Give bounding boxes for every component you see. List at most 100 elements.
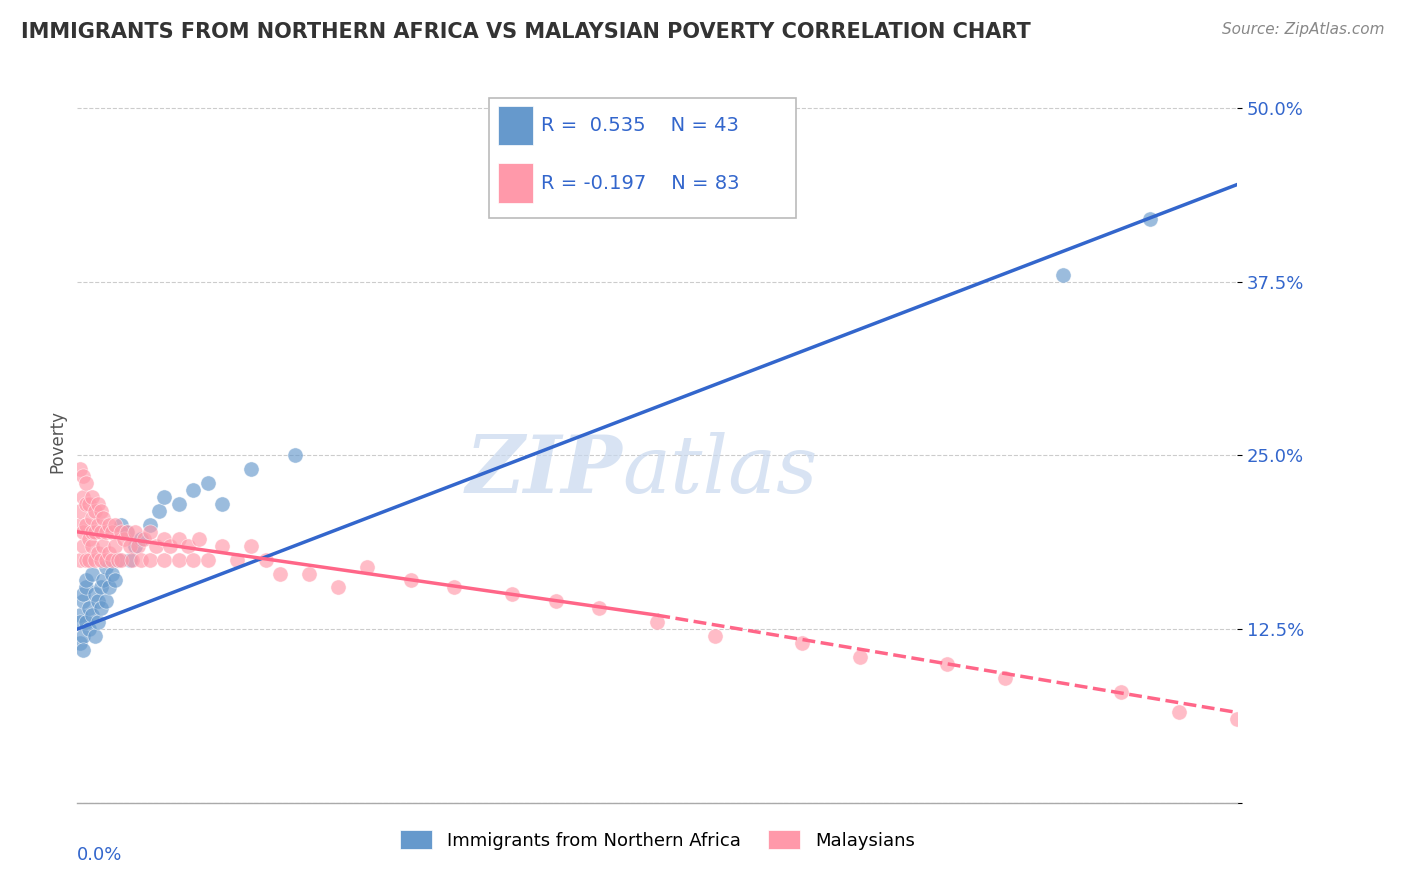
Point [77, 497, 100, 511]
Point [139, 552, 162, 566]
Point [104, 517, 127, 532]
Point [86, 594, 108, 608]
Point [80, 608, 103, 623]
Text: 0.0%: 0.0% [77, 847, 122, 864]
Text: atlas: atlas [623, 432, 818, 509]
Point [211, 497, 233, 511]
Point [80, 524, 103, 539]
Point [298, 566, 321, 581]
Point [501, 587, 523, 601]
Point [90, 524, 111, 539]
Point [121, 552, 143, 566]
Point [104, 574, 127, 588]
Point [792, 636, 814, 650]
Point [647, 615, 669, 630]
Y-axis label: Poverty: Poverty [48, 410, 66, 473]
Point [129, 552, 152, 566]
Point [115, 524, 138, 539]
Point [80, 566, 103, 581]
Point [80, 490, 103, 504]
Point [86, 615, 108, 630]
Point [1226, 713, 1249, 727]
Point [72, 587, 94, 601]
Point [849, 649, 872, 664]
Point [211, 539, 233, 553]
Point [69, 615, 91, 630]
Point [93, 574, 115, 588]
Point [153, 490, 176, 504]
Point [93, 511, 115, 525]
Point [69, 462, 91, 476]
Point [588, 601, 610, 615]
Point [145, 539, 167, 553]
Point [167, 552, 190, 566]
Point [75, 476, 97, 491]
Point [90, 581, 111, 595]
Point [96, 552, 118, 566]
Point [75, 497, 97, 511]
Point [96, 559, 118, 574]
FancyBboxPatch shape [498, 163, 533, 203]
Point [188, 532, 211, 546]
Point [183, 552, 205, 566]
Point [240, 462, 263, 476]
Point [72, 524, 94, 539]
Point [72, 629, 94, 643]
Point [83, 524, 105, 539]
Point [72, 643, 94, 657]
Point [75, 552, 97, 566]
Point [1139, 212, 1161, 227]
Point [153, 552, 176, 566]
Point [90, 504, 111, 518]
Point [1111, 684, 1133, 698]
Point [93, 539, 115, 553]
Point [101, 524, 124, 539]
Point [269, 566, 291, 581]
Point [90, 552, 111, 566]
Text: ZIP: ZIP [465, 432, 623, 509]
Point [159, 539, 181, 553]
Point [118, 539, 141, 553]
Point [69, 552, 91, 566]
Point [69, 517, 91, 532]
Point [356, 559, 378, 574]
Point [96, 524, 118, 539]
Point [80, 539, 103, 553]
Point [115, 524, 138, 539]
Point [167, 497, 190, 511]
Point [240, 539, 263, 553]
Point [139, 524, 162, 539]
Point [75, 574, 97, 588]
Point [98, 581, 121, 595]
Point [77, 532, 100, 546]
Point [110, 517, 132, 532]
Point [86, 546, 108, 560]
Point [129, 532, 152, 546]
Point [110, 552, 132, 566]
Point [183, 483, 205, 498]
Point [107, 552, 129, 566]
Point [328, 581, 350, 595]
Point [1168, 706, 1191, 720]
Point [443, 581, 465, 595]
Point [254, 552, 277, 566]
Point [153, 532, 176, 546]
Point [107, 552, 129, 566]
Point [69, 504, 91, 518]
Point [139, 517, 162, 532]
Point [72, 539, 94, 553]
Point [104, 539, 127, 553]
Point [86, 517, 108, 532]
Point [86, 497, 108, 511]
Point [83, 587, 105, 601]
Point [132, 532, 155, 546]
Point [75, 615, 97, 630]
Point [72, 469, 94, 483]
Point [77, 622, 100, 636]
Point [90, 601, 111, 615]
Point [83, 504, 105, 518]
Point [83, 552, 105, 566]
Point [98, 517, 121, 532]
Point [1052, 268, 1074, 282]
Point [148, 504, 170, 518]
